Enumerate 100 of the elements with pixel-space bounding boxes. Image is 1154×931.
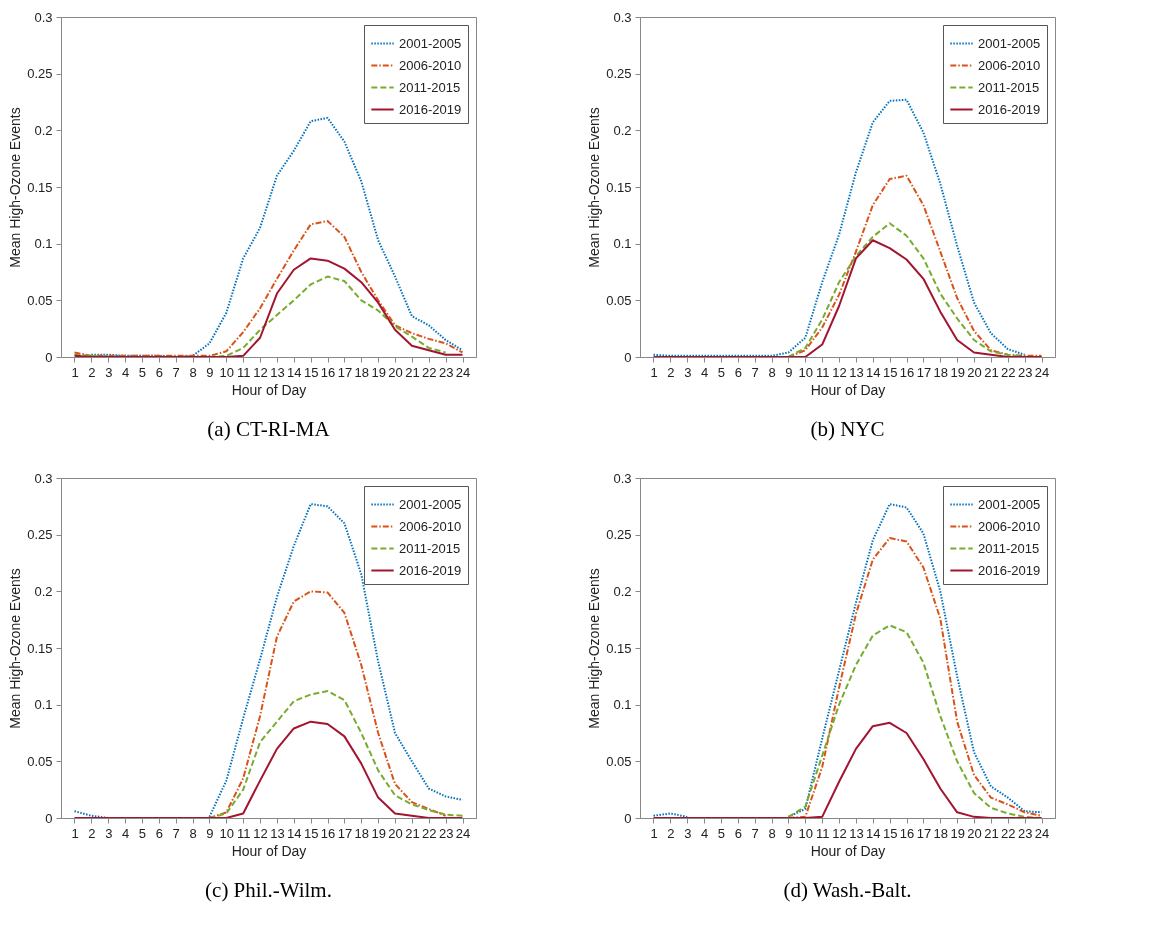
x-tick-label: 22	[422, 364, 437, 380]
y-tick-label: 0.2	[613, 122, 632, 138]
legend-label: 2001-2005	[399, 35, 462, 51]
x-tick-label: 17	[916, 364, 932, 380]
line-series	[208, 690, 464, 818]
x-tick-label: 22	[1001, 364, 1016, 380]
line-series	[73, 720, 464, 818]
x-tick-label: 16	[899, 364, 915, 380]
x-tick-label: 22	[1001, 825, 1016, 841]
x-tick-label: 12	[253, 825, 268, 841]
y-tick-label: 0.25	[606, 66, 632, 82]
y-tick-label: 0.05	[606, 292, 632, 308]
y-tick-label: 0.3	[34, 9, 53, 25]
x-tick-label: 1	[650, 825, 658, 841]
line-series	[73, 220, 464, 357]
x-tick-label: 9	[785, 364, 793, 380]
x-tick-label: 20	[388, 364, 403, 380]
y-axis-title: Mean High-Ozone Events	[586, 107, 603, 268]
text: (d) Wash.-Balt.	[783, 878, 912, 902]
x-tick-label: 18	[354, 364, 370, 380]
x-tick-label: 5	[717, 825, 726, 841]
x-tick-label: 13	[849, 364, 864, 380]
x-tick-label: 23	[1017, 364, 1033, 380]
x-axis-title: Hour of Day	[231, 381, 307, 398]
x-tick-label: 15	[303, 364, 319, 380]
y-tick-label: 0.15	[27, 640, 53, 656]
y-tick-label: 0.05	[27, 292, 53, 308]
legend-label: 2011-2015	[978, 540, 1040, 556]
y-tick-label: 0.2	[34, 122, 53, 138]
y-tick-label: 0.15	[606, 640, 632, 656]
x-tick-label: 24	[455, 364, 471, 380]
x-tick-label: 8	[189, 364, 197, 380]
x-tick-label: 3	[105, 364, 113, 380]
legend-label: 2016-2019	[399, 562, 462, 578]
x-axis-title: Hour of Day	[231, 842, 307, 859]
x-tick-label: 3	[684, 825, 692, 841]
x-tick-label: 7	[751, 825, 759, 841]
legend-label: 2006-2010	[978, 518, 1041, 534]
y-tick-label: 0	[624, 349, 632, 365]
x-tick-label: 6	[734, 825, 742, 841]
x-tick-label: 2	[667, 825, 675, 841]
line-series	[90, 116, 464, 357]
x-tick-label: 10	[219, 825, 235, 841]
legend-label: 2016-2019	[978, 101, 1041, 117]
x-tick-label: 18	[933, 364, 949, 380]
y-tick-label: 0.05	[27, 753, 53, 769]
x-tick-label: 15	[882, 825, 898, 841]
x-tick-label: 14	[287, 364, 302, 380]
x-tick-label: 2	[88, 364, 96, 380]
y-tick-label: 0.2	[34, 583, 53, 599]
x-tick-label: 1	[71, 825, 79, 841]
y-axis-title: Mean High-Ozone Events	[586, 568, 603, 729]
y-tick-label: 0	[624, 810, 632, 826]
legend-label: 2006-2010	[399, 57, 462, 73]
legend-label: 2016-2019	[978, 562, 1041, 578]
text: (c) Phil.-Wilm.	[205, 878, 332, 902]
x-tick-label: 3	[684, 364, 692, 380]
text: (a) CT-RI-MA	[207, 417, 331, 441]
x-tick-label: 15	[303, 825, 319, 841]
x-tick-label: 12	[832, 825, 847, 841]
y-tick-label: 0.2	[613, 583, 632, 599]
x-tick-label: 14	[866, 364, 881, 380]
y-tick-label: 0.1	[613, 236, 632, 252]
x-tick-label: 12	[253, 364, 268, 380]
x-tick-label: 1	[71, 364, 79, 380]
legend-label: 2006-2010	[978, 57, 1041, 73]
x-tick-label: 23	[438, 825, 454, 841]
x-axis-title: Hour of Day	[810, 381, 886, 398]
x-tick-label: 5	[138, 825, 147, 841]
x-tick-label: 21	[984, 825, 999, 841]
y-tick-label: 0.3	[613, 470, 632, 486]
y-tick-label: 0.25	[27, 527, 53, 543]
x-tick-label: 2	[88, 825, 96, 841]
x-tick-label: 13	[849, 825, 864, 841]
x-tick-label: 5	[717, 364, 726, 380]
y-tick-label: 0.15	[606, 179, 632, 195]
x-tick-label: 3	[105, 825, 113, 841]
x-tick-label: 18	[933, 825, 949, 841]
x-tick-label: 23	[1017, 825, 1033, 841]
x-tick-label: 5	[138, 364, 147, 380]
x-tick-label: 24	[455, 825, 471, 841]
legend-label: 2011-2015	[978, 79, 1040, 95]
y-tick-label: 0.1	[613, 697, 632, 713]
y-tick-label: 0	[45, 349, 53, 365]
x-tick-label: 8	[768, 364, 776, 380]
x-tick-label: 19	[950, 364, 965, 380]
x-tick-label: 6	[155, 364, 163, 380]
x-tick-label: 17	[337, 364, 353, 380]
line-series	[652, 239, 1043, 357]
legend-label: 2001-2005	[399, 496, 462, 512]
x-tick-label: 6	[155, 825, 163, 841]
x-tick-label: 10	[798, 825, 814, 841]
x-tick-label: 16	[320, 364, 336, 380]
y-tick-label: 0.1	[34, 236, 53, 252]
x-tick-label: 14	[287, 825, 302, 841]
x-tick-label: 23	[438, 364, 454, 380]
y-tick-label: 0.1	[34, 697, 53, 713]
x-tick-label: 22	[422, 825, 437, 841]
x-tick-label: 19	[371, 825, 386, 841]
x-tick-label: 1	[650, 364, 658, 380]
